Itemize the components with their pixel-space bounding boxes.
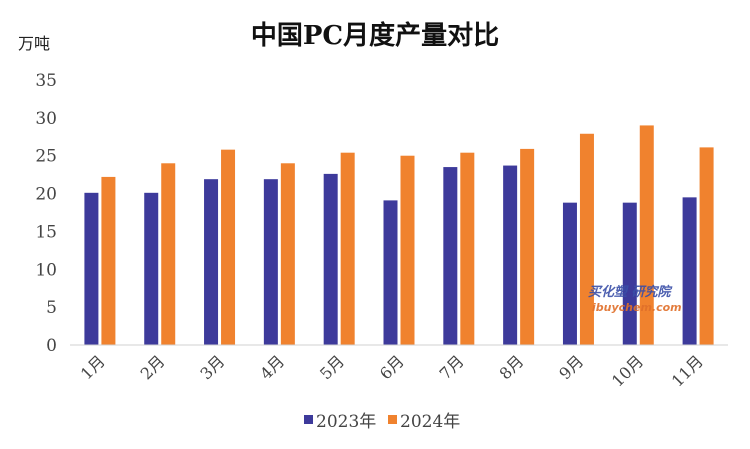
bar-2023年-8月 xyxy=(503,165,518,345)
x-tick-label: 8月 xyxy=(496,351,528,383)
bar-2024年-3月 xyxy=(221,149,236,345)
bar-2023年-4月 xyxy=(263,179,278,345)
bar-2023年-7月 xyxy=(443,167,458,345)
bar-2024年-6月 xyxy=(400,155,415,345)
legend-swatch-2023年 xyxy=(304,415,313,424)
bar-2023年-10月 xyxy=(622,202,637,345)
legend: 2023年 2024年 xyxy=(304,412,460,432)
bar-2024年-1月 xyxy=(101,176,116,345)
y-tick-label: 30 xyxy=(35,109,57,129)
x-axis: 1月 2月 3月 4月 5月 6月 7月 8月 9月 10月 11月 xyxy=(77,351,707,390)
bar-2024年-9月 xyxy=(579,133,594,345)
bar-2024年-7月 xyxy=(460,152,475,345)
bar-2024年-2月 xyxy=(161,163,176,345)
y-tick-label: 35 xyxy=(35,71,57,91)
bar-2024年-8月 xyxy=(520,148,535,345)
bar-2024年-10月 xyxy=(639,125,654,345)
x-tick-label: 10月 xyxy=(608,351,647,390)
bar-2023年-3月 xyxy=(204,179,219,345)
x-tick-label: 7月 xyxy=(436,351,468,383)
y-tick-label: 10 xyxy=(35,260,57,280)
bar-2023年-2月 xyxy=(144,192,159,345)
x-tick-label: 1月 xyxy=(77,351,109,383)
plot-area xyxy=(84,125,714,345)
y-tick-label: 0 xyxy=(46,336,57,356)
bar-2024年-4月 xyxy=(280,163,295,345)
y-tick-label: 5 xyxy=(46,298,57,318)
bar-2023年-5月 xyxy=(323,173,338,345)
x-tick-label: 11月 xyxy=(668,351,707,390)
bar-2023年-6月 xyxy=(383,200,398,345)
x-tick-label: 5月 xyxy=(316,351,348,383)
legend-label: 2024年 xyxy=(400,412,460,432)
bar-2023年-9月 xyxy=(562,202,577,345)
x-tick-label: 4月 xyxy=(256,351,288,383)
x-tick-label: 9月 xyxy=(555,351,587,383)
chart-title: 中国PC月度产量对比 xyxy=(251,20,499,51)
bar-2024年-5月 xyxy=(340,152,355,345)
y-tick-label: 20 xyxy=(35,185,57,205)
legend-swatch-2024年 xyxy=(388,415,397,424)
watermark-line1: 买化塑 研究院 xyxy=(588,284,674,300)
x-tick-label: 6月 xyxy=(376,351,408,383)
legend-label: 2023年 xyxy=(316,412,376,432)
bar-2023年-11月 xyxy=(682,197,697,345)
y-axis: 0 5 10 15 20 25 30 35 xyxy=(35,71,57,356)
watermark-line2: ibuychem.com xyxy=(592,301,682,314)
y-tick-label: 25 xyxy=(35,147,57,167)
x-tick-label: 2月 xyxy=(137,351,169,383)
watermark-logo: 买化塑 研究院 ibuychem.com xyxy=(588,284,682,314)
bar-2023年-1月 xyxy=(84,192,99,345)
x-tick-label: 3月 xyxy=(196,351,228,383)
bar-2024年-11月 xyxy=(699,147,714,345)
y-tick-label: 15 xyxy=(35,222,57,242)
y-axis-unit: 万吨 xyxy=(18,34,50,53)
